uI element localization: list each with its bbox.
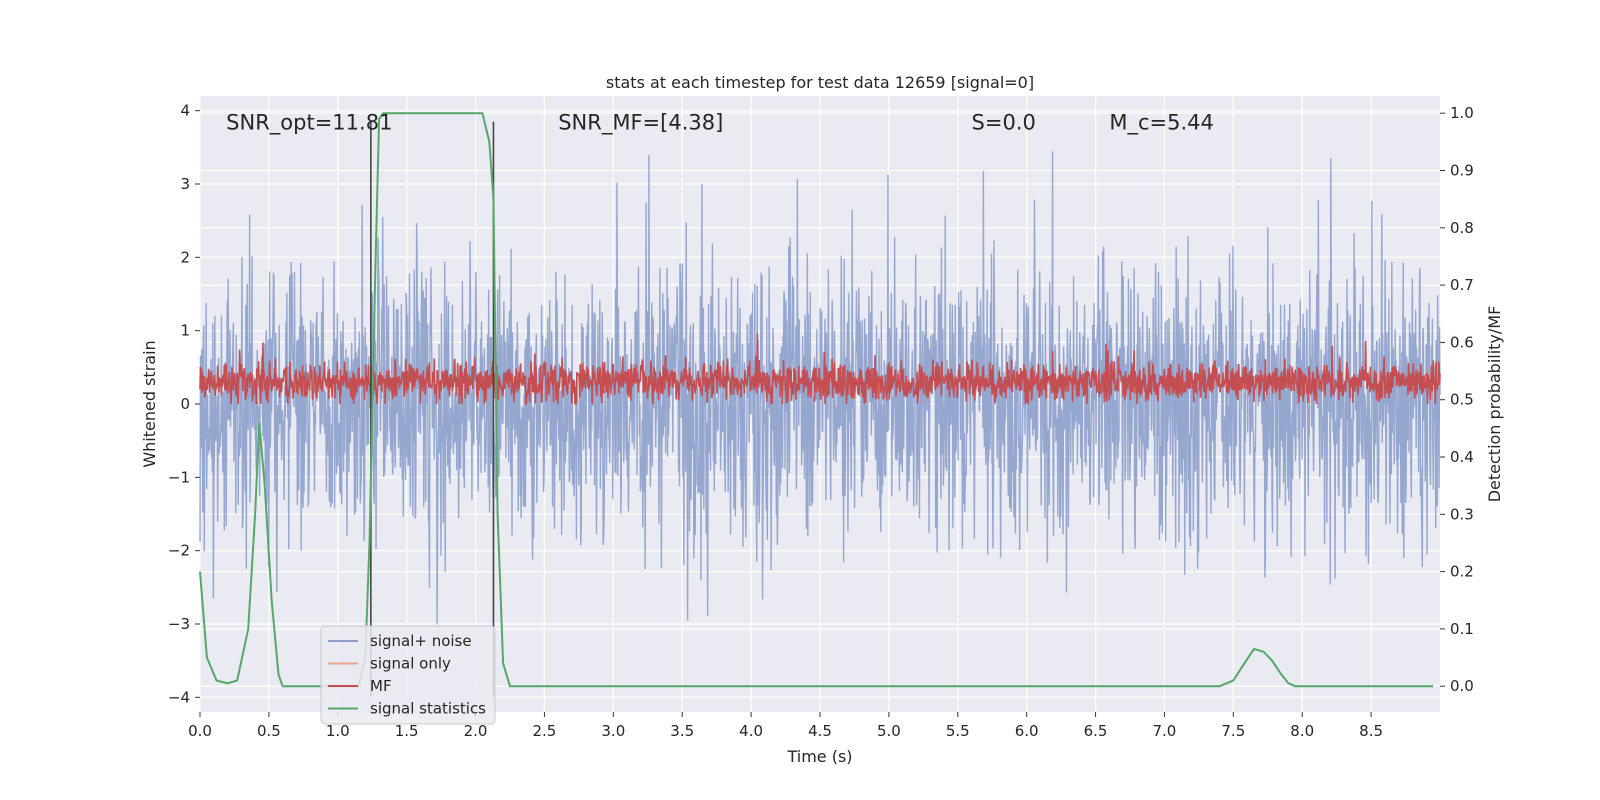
x-axis-label: Time (s) (786, 747, 852, 766)
annotation-mc-value: M_c=5.44 (1109, 111, 1214, 136)
mf-series (199, 333, 1441, 405)
annotation-snr-opt: SNR_opt=11.81 (226, 111, 392, 136)
y-left-tick-label: −3 (168, 615, 190, 633)
y-right-tick-label: 0.4 (1450, 448, 1474, 466)
y-left-tick-label: 1 (180, 322, 190, 340)
x-tick-label: 2.5 (533, 722, 557, 740)
mf-line (199, 333, 1441, 405)
x-tick-label: 7.5 (1221, 722, 1245, 740)
x-tick-label: 8.5 (1359, 722, 1383, 740)
x-tick-label: 6.0 (1015, 722, 1039, 740)
y-right-tick-labels: 1.0 0.9 0.8 0.7 0.6 0.5 0.4 0.3 0.2 0.1 0.0 (1440, 104, 1474, 695)
x-tick-label: 2.0 (464, 722, 488, 740)
y-left-tick-label: 3 (180, 175, 190, 193)
annotation-snr-mf: SNR_MF=[4.38] (558, 111, 723, 136)
x-tick-label: 1.0 (326, 722, 350, 740)
y-right-tick-label: 0.3 (1450, 505, 1474, 523)
x-tick-label: 5.0 (877, 722, 901, 740)
signal-statistics-line (199, 112, 1434, 688)
y-right-tick-label: 1.0 (1450, 104, 1474, 122)
y-left-axis-label: Whitened strain (140, 340, 159, 467)
y-left-tick-labels: 4 3 2 1 0 −1 −2 −3 −4 (168, 102, 200, 706)
x-tick-label: 0.0 (188, 722, 212, 740)
chart-title: stats at each timestep for test data 126… (606, 73, 1034, 92)
legend-label: signal statistics (370, 700, 486, 718)
y-right-tick-label: 0.1 (1450, 620, 1474, 638)
y-left-tick-label: 4 (180, 102, 190, 120)
legend-label: MF (370, 677, 392, 695)
y-left-tick-label: −2 (168, 542, 190, 560)
y-right-tick-label: 0.2 (1450, 563, 1474, 581)
x-tick-label: 8.0 (1290, 722, 1314, 740)
legend-label: signal+ noise (370, 632, 472, 650)
x-tick-label: 4.0 (739, 722, 763, 740)
x-tick-label: 4.5 (808, 722, 832, 740)
y-left-tick-label: 2 (180, 248, 190, 266)
legend-label: signal only (370, 655, 451, 673)
y-right-tick-label: 0.0 (1450, 677, 1474, 695)
x-tick-label: 3.0 (601, 722, 625, 740)
y-right-tick-label: 0.6 (1450, 333, 1474, 351)
x-tick-labels: 0.0 0.5 1.0 1.5 2.0 2.5 3.0 3.5 4.0 4.5 5.0 5.5 6.0 6… (188, 712, 1383, 740)
legend-box (320, 625, 496, 725)
y-right-tick-label: 0.7 (1450, 276, 1474, 294)
annotation-s-value: S=0.0 (972, 111, 1036, 135)
x-tick-label: 5.5 (946, 722, 970, 740)
y-right-tick-label: 0.9 (1450, 161, 1474, 179)
legend: signal+ noise signal only MF signal statist… (320, 625, 496, 725)
x-tick-label: 6.5 (1084, 722, 1108, 740)
y-right-tick-label: 0.5 (1450, 391, 1474, 409)
y-right-axis-label: Detection probability/MF (1485, 306, 1504, 503)
y-left-tick-label: 0 (180, 395, 190, 413)
signal-statistics-series (199, 112, 1434, 688)
y-left-tick-label: −4 (168, 688, 190, 706)
y-left-tick-label: −1 (168, 468, 190, 486)
x-tick-label: 3.5 (670, 722, 694, 740)
x-tick-label: 0.5 (257, 722, 281, 740)
x-tick-label: 1.5 (395, 722, 419, 740)
y-right-tick-label: 0.8 (1450, 219, 1474, 237)
annotations: SNR_opt=11.81 SNR_MF=[4.38] S=0.0 M_c=5.44 (226, 111, 1214, 136)
x-tick-label: 7.0 (1153, 722, 1177, 740)
